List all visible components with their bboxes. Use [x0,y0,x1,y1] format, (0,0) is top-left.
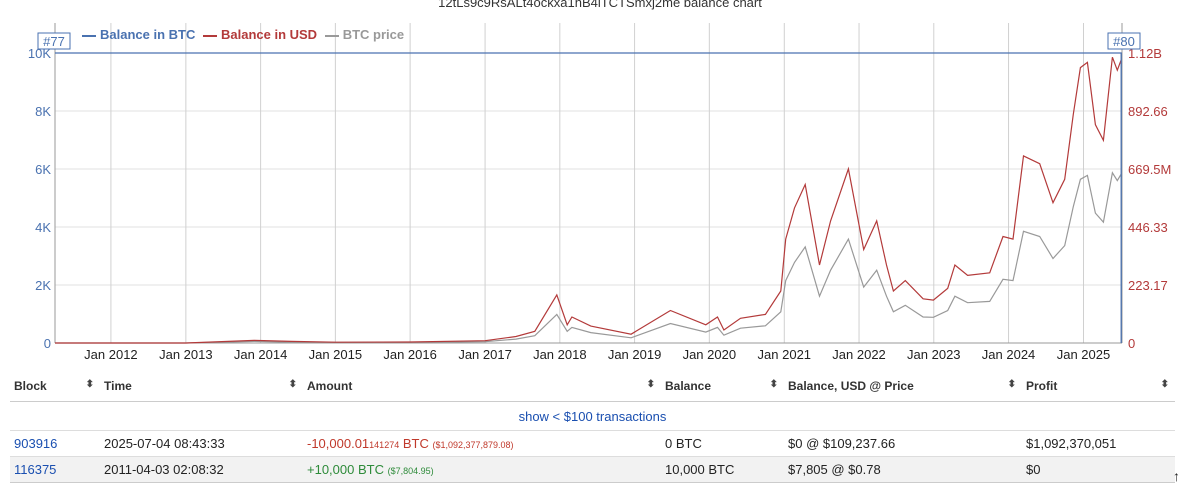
column-header-amount[interactable]: Amount ⬍ [303,374,661,402]
y-right-tick-label: 669.5M [1128,162,1171,177]
balance-cell: 10,000 BTC [661,456,784,483]
x-tick-label: Jan 2013 [159,347,213,362]
balance-chart: 0 2K 4K 6K 8K 10K 0 223.17 446.33 669.5M 892.66 1.1… [28,23,1171,362]
sort-icon[interactable]: ⬍ [1160,379,1169,390]
block-marker-box [1107,32,1141,50]
transactions-table: Block ⬍ Time ⬍ Amount ⬍ Balance ⬍ Balance, U… [10,374,1175,483]
x-tick-label: Jan 2018 [533,347,587,362]
amount-unit: BTC [354,462,384,477]
amount-usd: ($7,804.95) [387,466,434,476]
balance-cell: 0 BTC [661,430,784,457]
amount-cell: -10,000.01141274 BTC ($1,092,377,879.08) [303,430,661,457]
amount-usd: ($1,092,377,879.08) [432,440,514,450]
x-tick-label: Jan 2019 [608,347,662,362]
legend-swatch [324,34,339,37]
series-line-balance-in-usd [55,56,1122,344]
y-left-tick-label: 2K [35,278,51,293]
header-label: Time [104,379,132,393]
y-right-tick-label: 223.17 [1128,278,1168,293]
block-marker-label: #80 [1113,34,1135,49]
y-left-tick-label: 8K [35,104,51,119]
profit-cell: $0 [1022,456,1175,483]
column-header-block[interactable]: Block ⬍ [10,374,100,402]
amount-value: -10,000.01 [307,436,370,451]
header-label: Block [14,379,47,393]
column-header-time[interactable]: Time ⬍ [100,374,303,402]
scroll-to-top-icon[interactable]: ↑ [1173,468,1180,484]
balance-usd-cell: $0 @ $109,237.66 [784,430,1022,457]
y-right-tick-label: 892.66 [1128,104,1168,119]
column-header-balance[interactable]: Balance ⬍ [661,374,784,402]
block-link[interactable]: 903916 [14,436,58,451]
legend-label: BTC price [342,27,405,42]
sort-icon[interactable]: ⬍ [1007,379,1016,390]
legend-item-btc-balance[interactable]: Balance in BTC [82,27,195,42]
column-header-balance-usd[interactable]: Balance, USD @ Price ⬍ [784,374,1022,402]
table-row: 903916 2025-07-04 08:43:33 -10,000.01141… [10,430,1175,457]
x-tick-label: Jan 2021 [758,347,812,362]
x-tick-label: Jan 2024 [982,347,1036,362]
show-small-transactions-link[interactable]: show < $100 transactions [518,409,667,424]
header-label: Balance [665,379,712,393]
series-line-balance-in-btc [55,52,1122,343]
table-row: 116375 2011-04-03 02:08:32 +10,000 BTC (… [10,456,1175,483]
legend-swatch [202,34,217,37]
legend-label: Balance in USD [220,27,318,42]
chart-legend: Balance in BTC Balance in USD BTC price [82,27,408,42]
x-tick-label: Jan 2012 [84,347,138,362]
y-left-tick-label: 6K [35,162,51,177]
y-right-tick-label: 1.12B [1128,46,1162,61]
profit-cell: $1,092,370,051 [1022,430,1175,457]
block-marker-box [37,32,71,50]
x-tick-label: Jan 2014 [234,347,288,362]
x-tick-label: Jan 2016 [383,347,437,362]
y-right-tick-label: 446.33 [1128,220,1168,235]
x-tick-label: Jan 2023 [907,347,961,362]
amount-cell: +10,000 BTC ($7,804.95) [303,456,661,483]
legend-item-btc-price[interactable]: BTC price [324,27,405,42]
time-cell: 2011-04-03 02:08:32 [100,456,303,483]
x-tick-label: Jan 2015 [309,347,363,362]
block-marker-label: #77 [43,34,65,49]
legend-swatch [82,34,96,37]
sort-icon[interactable]: ⬍ [769,379,778,390]
amount-unit: BTC [399,436,429,451]
header-label: Balance, USD @ Price [788,379,914,393]
chart-title: 12tLs9c9RsALt4ockxa1hB4iTCTSmxj2me balan… [438,0,762,10]
show-small-transactions-row: show < $100 transactions [10,401,1175,431]
series-line-btc-price [55,171,1122,344]
x-tick-label: Jan 2025 [1057,347,1111,362]
table-header-row: Block ⬍ Time ⬍ Amount ⬍ Balance ⬍ Balance, U… [10,374,1175,402]
header-label: Profit [1026,379,1058,393]
amount-fraction: 141274 [369,440,400,450]
sort-icon[interactable]: ⬍ [288,379,297,390]
x-tick-label: Jan 2022 [832,347,886,362]
column-header-profit[interactable]: Profit ⬍ [1022,374,1175,402]
header-label: Amount [307,379,353,393]
time-cell: 2025-07-04 08:43:33 [100,430,303,457]
x-tick-label: Jan 2020 [683,347,737,362]
legend-item-usd-balance[interactable]: Balance in USD [202,27,318,42]
y-left-tick-label: 10K [28,46,51,61]
amount-value: +10,000 [307,462,355,477]
legend-label: Balance in BTC [100,27,196,42]
block-link[interactable]: 116375 [14,462,57,477]
x-tick-label: Jan 2017 [458,347,512,362]
y-left-tick-label: 4K [35,220,51,235]
sort-icon[interactable]: ⬍ [85,379,94,390]
y-right-tick-label: 0 [1128,336,1135,351]
balance-usd-cell: $7,805 @ $0.78 [784,456,1022,483]
sort-icon[interactable]: ⬍ [646,379,655,390]
y-left-tick-label: 0 [44,336,51,351]
